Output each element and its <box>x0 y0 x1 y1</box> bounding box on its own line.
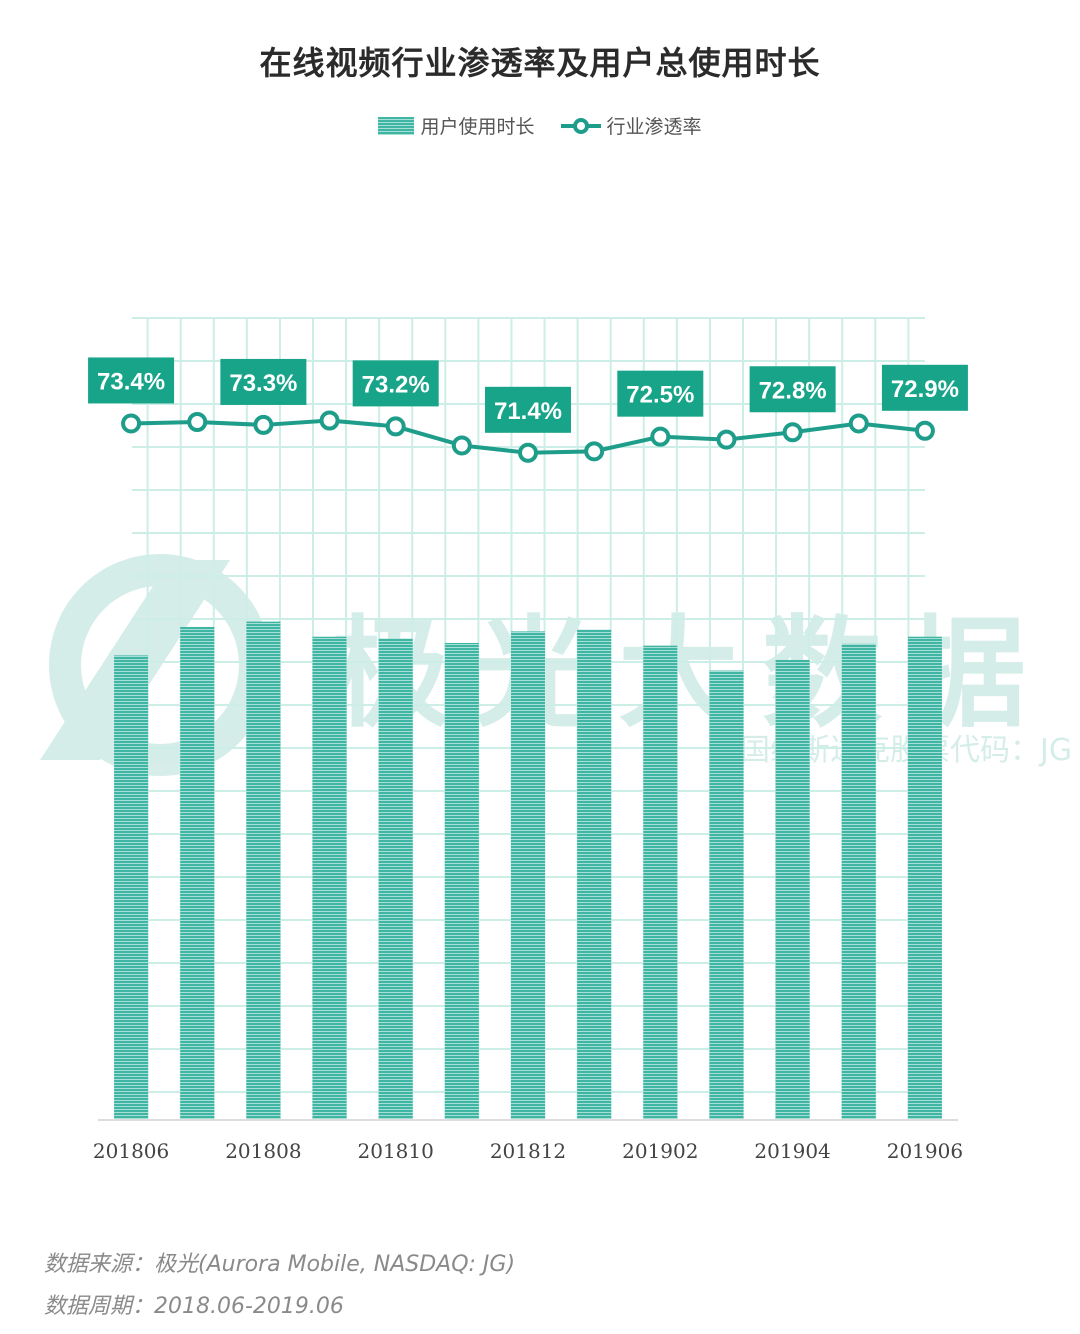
bar <box>577 629 612 1120</box>
data-label: 72.5% <box>626 382 694 409</box>
legend-bar-label: 用户使用时长 <box>420 116 535 138</box>
legend-item-bar: 用户使用时长 <box>378 112 535 139</box>
data-labels: 73.4% 73.3% 73.2% 71.4% 72.5% 72.8% 72.9% <box>88 357 968 433</box>
bar <box>312 636 347 1120</box>
data-label-bg <box>881 364 968 411</box>
line-point <box>187 412 208 432</box>
bar <box>378 638 413 1120</box>
x-tick-label: 201906 <box>887 1139 963 1163</box>
legend-item-line: 行业渗透率 <box>560 112 702 139</box>
chart-title: 在线视频行业渗透率及用户总使用时长 <box>259 44 821 82</box>
x-tick-label: 201902 <box>622 1139 698 1163</box>
data-label: 71.4% <box>494 398 562 425</box>
bar <box>643 645 678 1120</box>
x-tick-label: 201812 <box>490 1139 566 1163</box>
legend-line-label: 行业渗透率 <box>606 116 702 138</box>
legend: 用户使用时长 行业渗透率 <box>0 112 1080 139</box>
data-label-bg <box>749 366 836 413</box>
line-point <box>319 410 340 431</box>
bar <box>907 636 942 1120</box>
legend-line-swatch <box>560 117 601 134</box>
data-label-bg <box>220 358 307 405</box>
data-label-bg <box>485 386 571 433</box>
watermark-text: 极光大数据 <box>330 605 1050 744</box>
data-label: 73.3% <box>229 370 297 397</box>
data-label: 73.4% <box>97 368 165 395</box>
source-line: 数据来源：极光(Aurora Mobile, NASDAQ: JG) <box>44 1252 516 1277</box>
period-line: 数据周期：2018.06-2019.06 <box>44 1294 344 1319</box>
line-point <box>716 429 737 450</box>
line-point <box>848 413 869 434</box>
line-point <box>518 442 538 463</box>
x-tick-label: 201808 <box>225 1139 301 1163</box>
x-axis: 201806 201808 201810 201812 201902 201904 2019… <box>93 1119 963 1163</box>
bar <box>511 631 545 1120</box>
data-label: 72.8% <box>759 377 827 404</box>
bar <box>180 626 215 1120</box>
bar <box>841 643 876 1120</box>
legend-bar-swatch <box>378 116 415 135</box>
x-tick-label: 201904 <box>754 1139 830 1163</box>
bar <box>444 642 479 1120</box>
line-point <box>782 422 803 443</box>
bar <box>114 655 149 1120</box>
line-point <box>650 426 671 447</box>
x-tick-label: 201806 <box>93 1139 169 1163</box>
line-point <box>914 420 935 441</box>
line-series <box>121 410 935 463</box>
bar <box>246 621 281 1120</box>
data-label: 72.9% <box>891 376 959 403</box>
data-label: 73.2% <box>362 371 430 398</box>
data-label-bg <box>352 360 439 407</box>
line-point <box>451 435 472 456</box>
bar <box>709 670 744 1120</box>
line-point <box>253 414 274 435</box>
line-point <box>121 413 142 434</box>
watermark-subtext: 美国纳斯达克股票代码：JG <box>710 733 1072 768</box>
x-tick-label: 201810 <box>358 1139 434 1163</box>
data-label-bg <box>617 370 704 417</box>
data-label-bg <box>88 357 175 404</box>
line-point <box>385 416 406 437</box>
bar <box>775 659 810 1120</box>
bar-series <box>114 621 942 1120</box>
line-point <box>584 441 605 462</box>
